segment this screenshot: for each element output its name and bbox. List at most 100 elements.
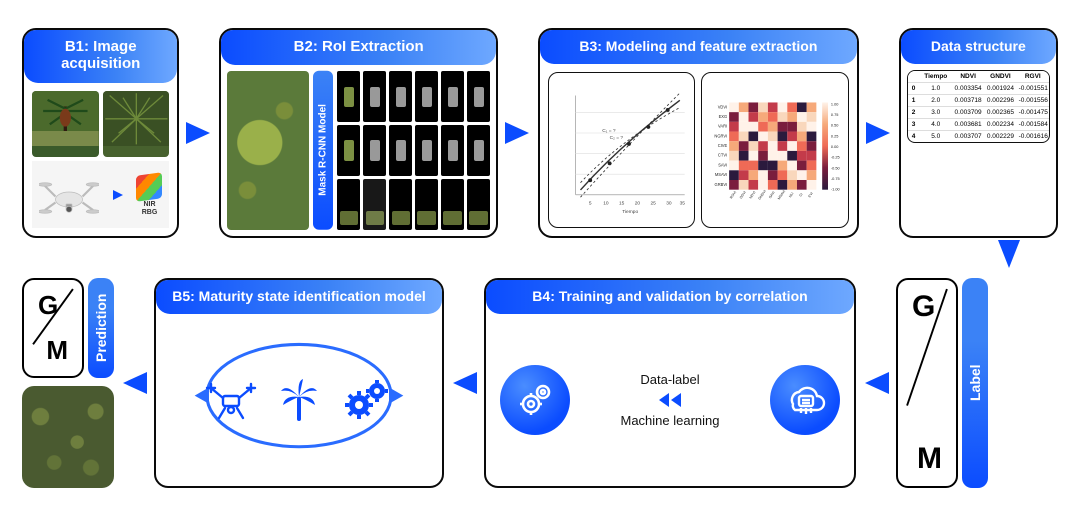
ds-cell: 0.002234 <box>984 119 1016 130</box>
roi-cell <box>363 125 386 176</box>
block-b4: B4: Training and validation by correlati… <box>484 278 856 488</box>
ds-cell: 0.003707 <box>952 131 984 142</box>
roi-cell <box>389 179 412 230</box>
svg-text:5: 5 <box>589 201 592 207</box>
ds-cell: 0.001924 <box>984 83 1016 94</box>
b1-title: B1: Image acquisition <box>24 30 177 83</box>
svg-text:SAVI: SAVI <box>719 163 728 168</box>
b2-title: B2: RoI Extraction <box>221 30 496 65</box>
cloud-server-icon <box>770 365 840 435</box>
roi-cell <box>363 71 386 122</box>
svg-text:-0.75: -0.75 <box>831 176 840 181</box>
block-data-structure: Data structure TiempoNDVIGNDVIRGVI01.00.… <box>899 28 1058 238</box>
heatmap-panel: VDVIEXG VARINGRVI CIVECTVI SAVIMSAVI GRB… <box>701 72 848 228</box>
rbg-label: RBG <box>142 209 158 216</box>
svg-text:0.50: 0.50 <box>831 123 839 128</box>
b2-body: Mask R-CNN Model <box>221 65 496 236</box>
ds-cell: 3 <box>908 119 920 130</box>
svg-text:10: 10 <box>603 201 609 207</box>
nir-stack: NIR RBG <box>136 174 162 216</box>
gm-box-prediction: G M <box>22 278 84 378</box>
diag-line-icon <box>904 286 950 409</box>
pipeline-row-1: B1: Image acquisition <box>22 28 1058 238</box>
arrow-b4-b5 <box>444 278 484 488</box>
b1-body: NIR RBG <box>24 83 177 237</box>
table-row: 34.00.0036810.002234-0.001584 <box>908 118 1049 130</box>
roi-grid <box>337 71 490 230</box>
svg-text:NLI: NLI <box>788 192 794 199</box>
roi-cell <box>337 179 360 230</box>
output-prediction: G M Prediction <box>22 278 114 488</box>
block-b3: B3: Modeling and feature extraction <box>538 28 859 238</box>
ds-header-cell <box>908 71 920 82</box>
ds-cell: 0.003681 <box>952 119 984 130</box>
gear-white-icon <box>515 380 555 420</box>
ds-cell: -0.001551 <box>1017 83 1049 94</box>
svg-text:NDVI: NDVI <box>749 190 757 199</box>
cloud-icon <box>783 380 827 420</box>
ml-text: Machine learning <box>620 413 719 428</box>
svg-text:NGRVI: NGRVI <box>715 133 728 138</box>
svg-text:-0.50: -0.50 <box>831 165 840 170</box>
roi-cell <box>415 179 438 230</box>
m-label: M <box>917 442 942 476</box>
b5-body <box>156 314 442 486</box>
ds-title: Data structure <box>901 30 1056 64</box>
output-label: G M Label <box>896 278 988 488</box>
ds-cell: 1 <box>908 95 920 106</box>
ds-cell: 0.002229 <box>984 131 1016 142</box>
ds-cell: 0.002296 <box>984 95 1016 106</box>
scatter-plot-icon: 510 1520 2530 35 Tiempo C₁ = ? C₂ = ? <box>549 73 694 227</box>
svg-text:GRBVI: GRBVI <box>715 182 728 187</box>
ds-cell: -0.001616 <box>1017 131 1049 142</box>
ds-cell: 4 <box>908 131 920 142</box>
b5-title: B5: Maturity state identification model <box>156 280 442 314</box>
nir-label: NIR <box>143 201 155 208</box>
svg-text:EVI: EVI <box>808 192 815 199</box>
svg-text:30: 30 <box>666 201 672 207</box>
svg-text:35: 35 <box>680 201 686 207</box>
svg-text:EXG: EXG <box>719 114 728 119</box>
gears-icon <box>341 375 393 425</box>
svg-text:MSAVI: MSAVI <box>777 190 786 201</box>
block-b1: B1: Image acquisition <box>22 28 179 238</box>
ds-cell: 0.003718 <box>952 95 984 106</box>
ds-cell: 1.0 <box>920 83 952 94</box>
roi-cell <box>337 71 360 122</box>
b3-body: 510 1520 2530 35 Tiempo C₁ = ? C₂ = ? <box>540 64 857 236</box>
svg-text:CIVE: CIVE <box>718 143 728 148</box>
roi-cell <box>441 179 464 230</box>
b5-icons <box>205 375 393 425</box>
b2-aerial-image <box>227 71 309 230</box>
b1-image-canopy <box>103 91 170 158</box>
svg-text:-1.00: -1.00 <box>831 187 840 192</box>
prediction-aerial-thumb <box>22 386 114 488</box>
roi-cell <box>389 125 412 176</box>
svg-text:SAVI: SAVI <box>768 191 776 200</box>
roi-cell <box>415 125 438 176</box>
b4-mid: Data-label Machine learning <box>580 372 760 428</box>
svg-text:VARI: VARI <box>718 124 727 129</box>
palm-photo-icon <box>32 91 99 147</box>
svg-text:GDVI: GDVI <box>739 190 747 199</box>
heatmap-icon: VDVIEXG VARINGRVI CIVECTVI SAVIMSAVI GRB… <box>702 73 847 227</box>
block-b5: B5: Maturity state identification model <box>154 278 444 488</box>
data-label-text: Data-label <box>640 372 699 387</box>
roi-cell <box>389 71 412 122</box>
palm-canopy-icon <box>103 91 170 147</box>
double-left-arrow-icon <box>659 393 681 407</box>
label-tab: Label <box>962 278 988 488</box>
mini-arrow-icon <box>113 190 123 200</box>
table-row: 23.00.0037090.002365-0.001475 <box>908 106 1049 118</box>
roi-cell <box>441 125 464 176</box>
svg-text:VDVI: VDVI <box>718 104 727 109</box>
arrow-b5-out <box>114 278 154 488</box>
drone-line-icon <box>205 378 257 422</box>
svg-text:GNDVI: GNDVI <box>758 189 768 200</box>
roi-cell <box>467 179 490 230</box>
pipeline-row-2: G M Prediction B5: Maturity state identi… <box>22 278 1058 488</box>
ds-cell: 0.003354 <box>952 83 984 94</box>
svg-text:25: 25 <box>650 201 656 207</box>
svg-text:Tiempo: Tiempo <box>622 209 638 215</box>
palm-tree-icon <box>279 375 319 425</box>
